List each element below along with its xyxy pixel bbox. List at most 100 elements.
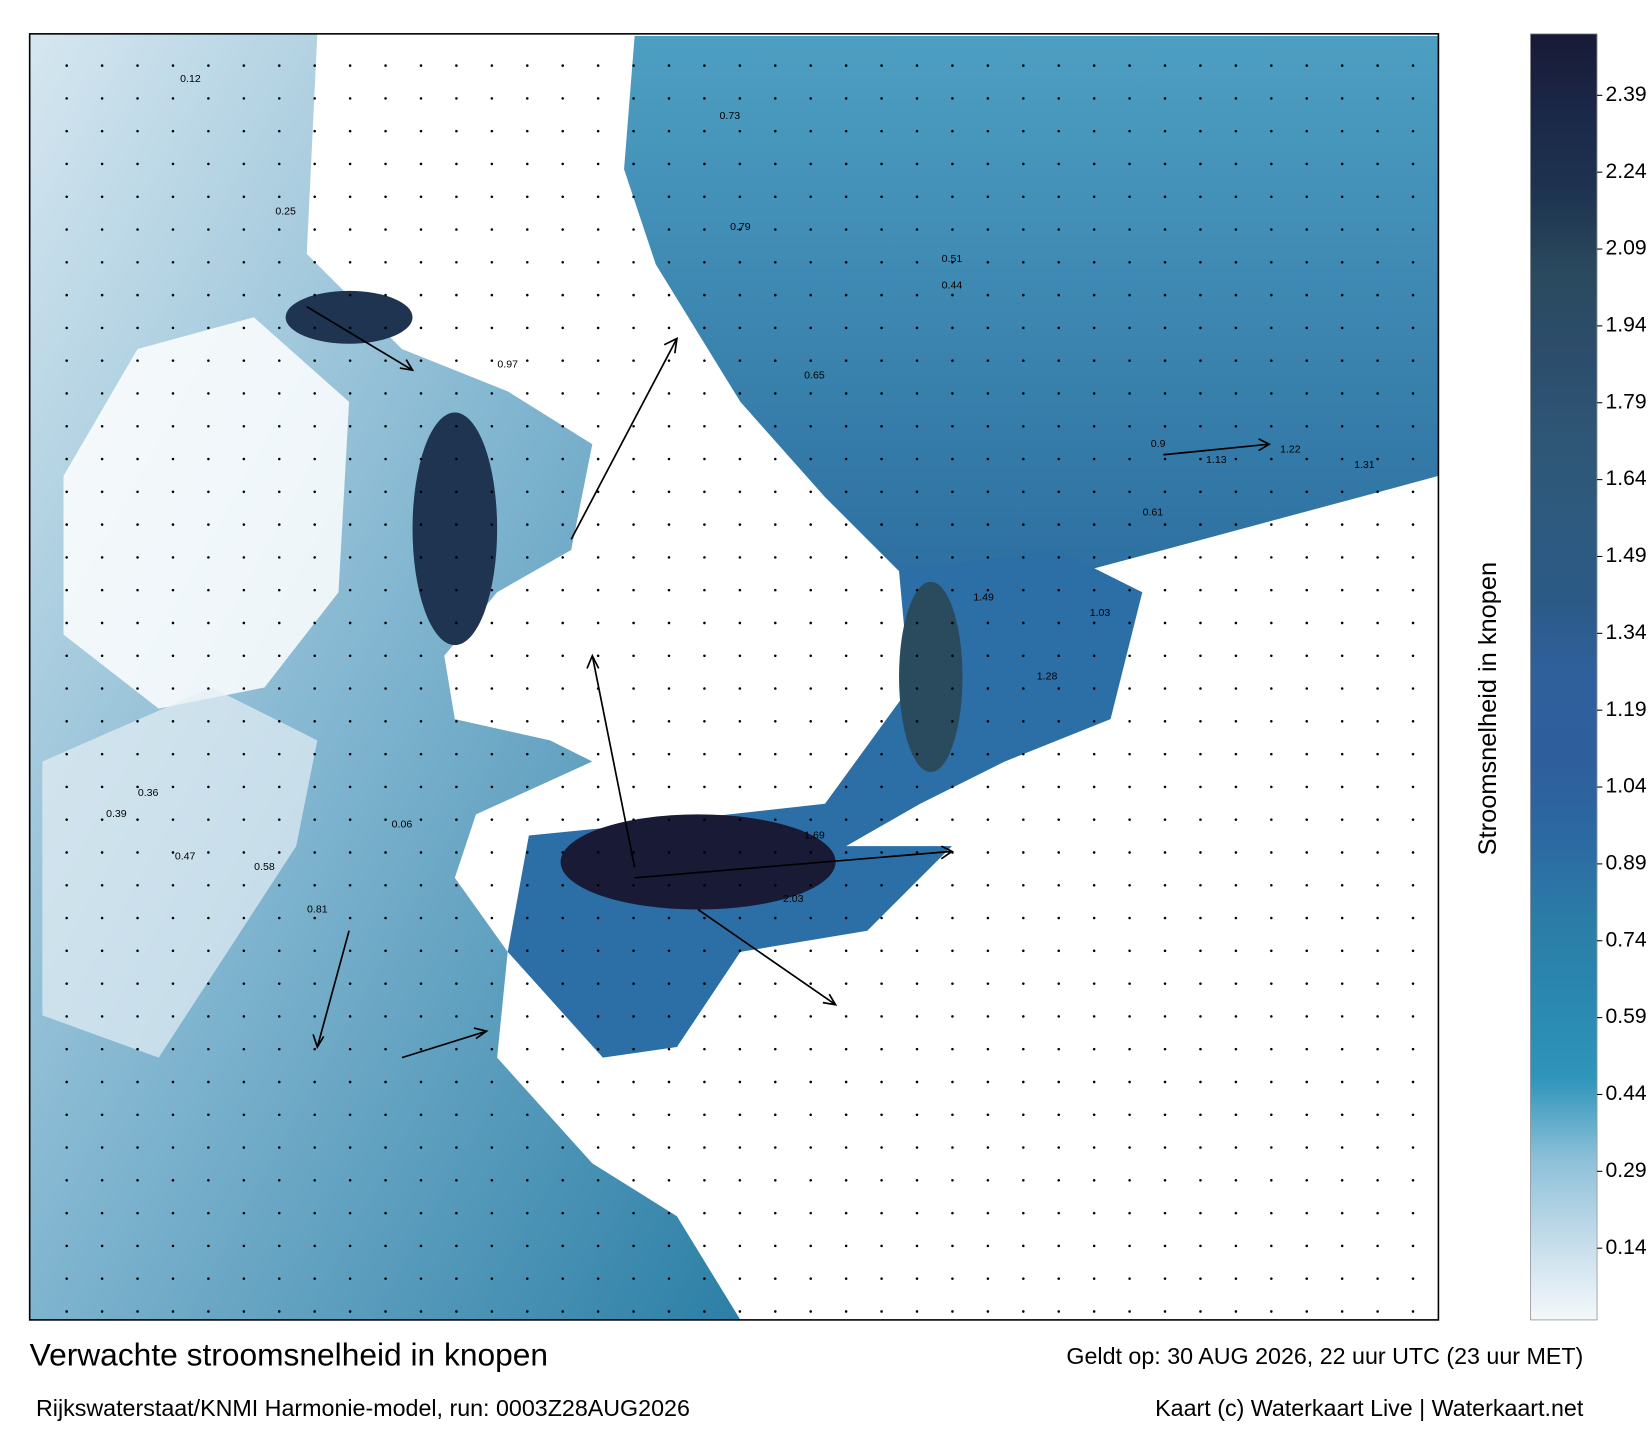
grid-dot: [65, 162, 68, 166]
grid-dot: [348, 1244, 352, 1248]
grid-dot: [171, 654, 175, 657]
grid-dot: [632, 392, 635, 395]
grid-dot: [1411, 1211, 1415, 1215]
grid-dot: [455, 949, 458, 953]
grid-dot: [986, 162, 990, 166]
grid-dot: [915, 1179, 919, 1182]
grid-dot: [1340, 621, 1344, 625]
grid-dot: [136, 1015, 139, 1018]
grid-dot: [1022, 1080, 1025, 1084]
grid-dot: [136, 195, 139, 198]
grid-dot: [490, 687, 494, 690]
grid-dot: [490, 752, 494, 756]
grid-dot: [1376, 1179, 1379, 1182]
grid-dot: [1163, 1015, 1167, 1018]
grid-dot: [348, 720, 352, 723]
grid-dot: [526, 883, 529, 887]
grid-dot: [1057, 556, 1061, 559]
grid-dot: [1092, 129, 1096, 133]
grid-dot: [1057, 424, 1061, 428]
grid-dot: [65, 654, 68, 657]
grid-dot: [774, 1244, 777, 1248]
grid-dot: [242, 490, 246, 494]
grid-dot: [809, 97, 812, 100]
grid-dot: [277, 523, 281, 526]
grid-dot: [844, 785, 848, 789]
grid-dot: [880, 851, 883, 854]
grid-dot: [1092, 556, 1096, 559]
grid-dot: [1128, 556, 1131, 559]
colorbar-tick-label: 0.44: [1606, 1082, 1647, 1105]
grid-dot: [419, 162, 423, 166]
grid-dot: [986, 818, 990, 821]
grid-dot: [880, 129, 883, 133]
grid-dot: [277, 1277, 281, 1280]
grid-dot: [986, 1310, 990, 1313]
grid-dot: [774, 359, 777, 362]
grid-dot: [596, 720, 600, 723]
grid-dot: [1199, 1015, 1202, 1018]
grid-dot: [561, 490, 564, 494]
grid-dot: [171, 785, 175, 789]
grid-dot: [738, 392, 742, 395]
grid-dot: [277, 588, 281, 592]
grid-dot: [738, 228, 742, 231]
grid-dot: [1305, 818, 1309, 821]
grid-dot: [844, 851, 848, 854]
grid-dot: [596, 129, 600, 133]
grid-dot: [207, 687, 210, 690]
grid-dot: [632, 1146, 635, 1149]
grid-dot: [951, 392, 954, 395]
grid-dot: [65, 851, 68, 854]
grid-dot: [171, 588, 175, 592]
grid-dot: [419, 883, 423, 887]
grid-dot: [1128, 1179, 1131, 1182]
grid-dot: [1199, 556, 1202, 559]
grid-dot: [809, 195, 812, 198]
grid-dot: [632, 1080, 635, 1084]
grid-dot: [1340, 720, 1344, 723]
grid-dot: [1128, 687, 1131, 690]
grid-dot: [1128, 326, 1131, 330]
grid-dot: [774, 1146, 777, 1149]
grid-dot: [561, 883, 564, 887]
grid-dot: [171, 818, 175, 821]
grid-dot: [526, 621, 529, 625]
grid-dot: [561, 523, 564, 526]
grid-dot: [419, 588, 423, 592]
grid-dot: [1411, 293, 1415, 297]
grid-dot: [384, 64, 387, 67]
grid-dot: [242, 785, 246, 789]
grid-dot: [1092, 359, 1096, 362]
grid-dot: [242, 293, 246, 297]
grid-dot: [348, 1310, 352, 1313]
grid-dot: [171, 64, 175, 67]
grid-dot: [207, 293, 210, 297]
grid-dot: [1305, 1310, 1309, 1313]
grid-dot: [136, 392, 139, 395]
grid-dot: [774, 64, 777, 67]
grid-dot: [1340, 228, 1344, 231]
grid-dot: [526, 261, 529, 264]
grid-dot: [915, 424, 919, 428]
grid-dot: [703, 326, 706, 330]
grid-dot: [1411, 359, 1415, 362]
grid-dot: [880, 982, 883, 985]
grid-dot: [136, 1211, 139, 1215]
colorbar-label: Stroomsnelheid in knopen: [1474, 562, 1502, 855]
grid-dot: [1411, 1146, 1415, 1149]
grid-dot: [348, 687, 352, 690]
grid-dot: [774, 1080, 777, 1084]
grid-dot: [951, 97, 954, 100]
grid-dot: [171, 523, 175, 526]
grid-dot: [951, 621, 954, 625]
grid-dot: [1163, 1211, 1167, 1215]
colorbar: 0.140.290.440.590.740.891.041.191.341.49…: [1530, 33, 1647, 1321]
grid-dot: [1022, 359, 1025, 362]
grid-dot: [419, 359, 423, 362]
grid-dot: [951, 752, 954, 756]
grid-dot: [313, 162, 316, 166]
grid-dot: [526, 851, 529, 854]
grid-dot: [880, 1244, 883, 1248]
grid-dot: [1057, 1080, 1061, 1084]
